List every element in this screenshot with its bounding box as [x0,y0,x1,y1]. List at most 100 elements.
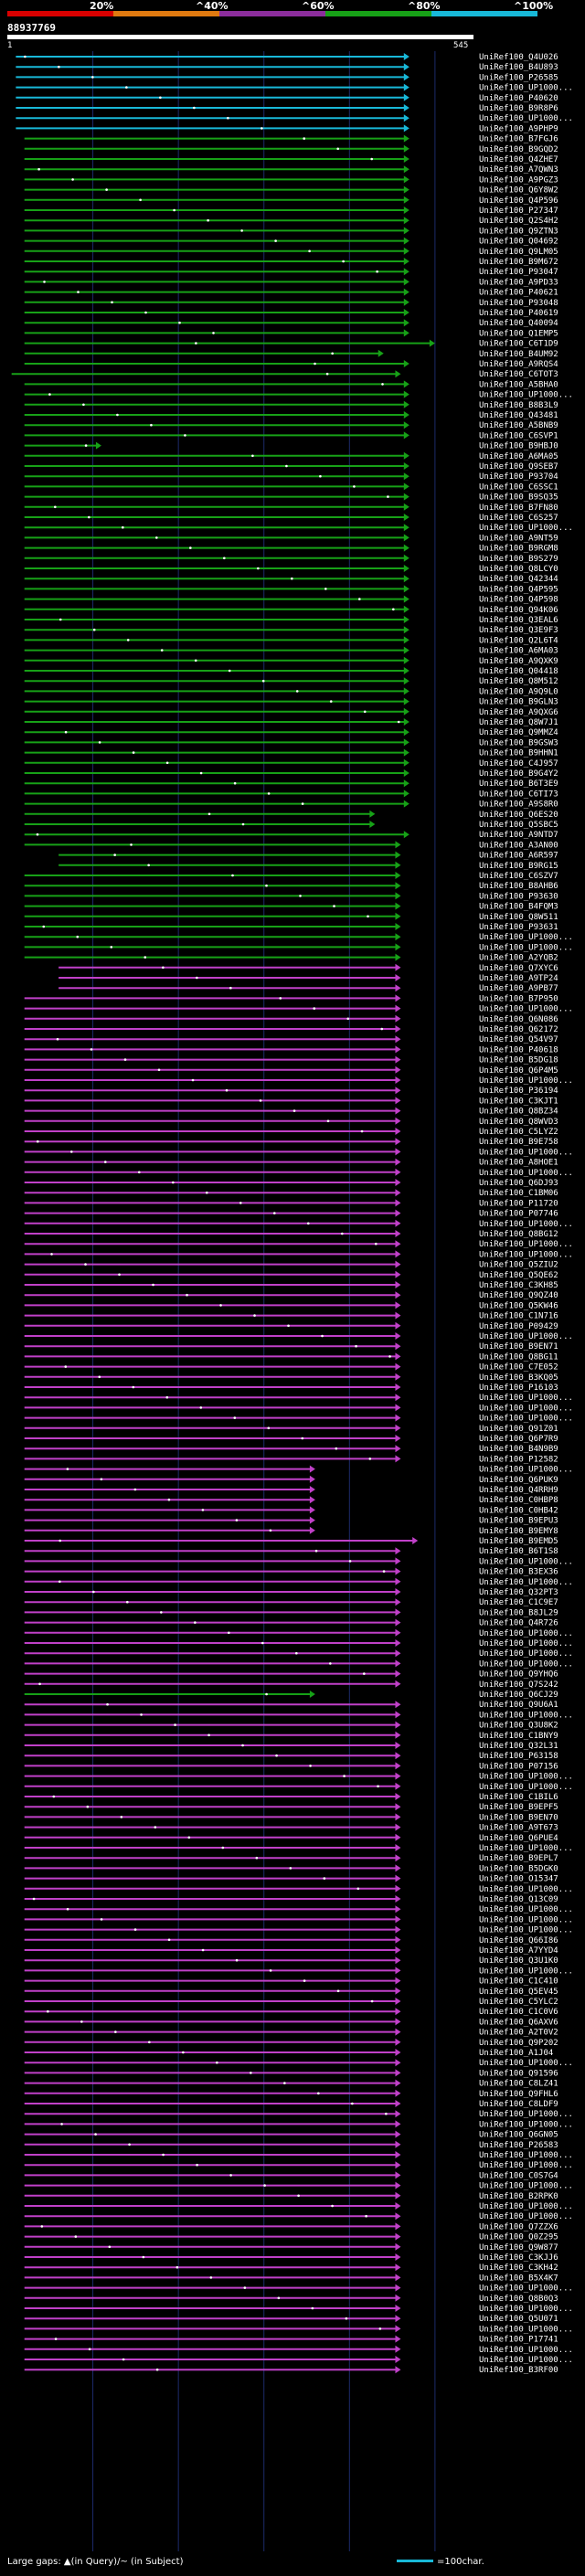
hit-row[interactable]: UniRef100_P40620 [16,93,558,103]
hit-row[interactable]: UniRef100_UP1000... [24,1915,573,1924]
hit-row[interactable]: UniRef100_UP1000... [24,1219,573,1229]
hit-row[interactable]: UniRef100_P07746 [24,1209,558,1219]
hit-row[interactable]: UniRef100_UP1000... [24,2212,573,2221]
hit-label[interactable]: UniRef100_UP1000... [479,1466,573,1475]
hit-label[interactable]: UniRef100_UP1000... [479,2182,573,2191]
hit-row[interactable]: UniRef100_Q91Z01 [24,1424,558,1434]
hit-row[interactable]: UniRef100_Q8WVD3 [24,1117,558,1127]
hit-label[interactable]: UniRef100_UP1000... [479,1169,573,1178]
hit-row[interactable]: UniRef100_Q6DJ93 [24,1179,558,1188]
hit-row[interactable]: UniRef100_UP1000... [24,1332,573,1341]
hit-label[interactable]: UniRef100_C8LZ41 [479,2080,558,2089]
hit-row[interactable]: UniRef100_Q91596 [24,2069,558,2078]
hit-label[interactable]: UniRef100_Q32L31 [479,1742,558,1751]
hit-row[interactable]: UniRef100_B8AHB6 [24,882,558,891]
hit-label[interactable]: UniRef100_Q6GN05 [479,2131,558,2140]
hit-label[interactable]: UniRef100_C3KH42 [479,2263,558,2273]
hit-label[interactable]: UniRef100_Q4RRH9 [479,1486,558,1495]
hit-row[interactable]: UniRef100_A9NT59 [24,534,558,543]
hit-row[interactable]: UniRef100_Q6PUK9 [24,1475,558,1485]
hit-label[interactable]: UniRef100_UP1000... [479,1659,573,1669]
hit-label[interactable]: UniRef100_Q7ZZX6 [479,2222,558,2231]
hit-row[interactable]: UniRef100_Q3U1K0 [24,1956,558,1966]
hit-row[interactable]: UniRef100_A7QWN3 [24,165,558,175]
hit-label[interactable]: UniRef100_UP1000... [479,1076,573,1086]
hit-label[interactable]: UniRef100_UP1000... [479,2284,573,2294]
hit-row[interactable]: UniRef100_Q6Y8W2 [24,186,558,196]
hit-label[interactable]: UniRef100_A9TP24 [479,974,558,983]
hit-label[interactable]: UniRef100_Q5KW46 [479,1301,558,1310]
hit-row[interactable]: UniRef100_B9RG15 [58,861,558,871]
hit-row[interactable]: UniRef100_Q6ES20 [24,810,558,820]
hit-label[interactable]: UniRef100_UP1000... [479,2346,573,2355]
hit-label[interactable]: UniRef100_A9T673 [479,1824,558,1833]
hit-row[interactable]: UniRef100_B9S279 [24,554,558,564]
hit-row[interactable]: UniRef100_A6R597 [58,851,558,861]
hit-row[interactable]: UniRef100_UP1000... [24,1004,573,1014]
hit-label[interactable]: UniRef100_A5BNB9 [479,421,558,430]
hit-row[interactable]: UniRef100_A9NTD7 [24,831,558,840]
hit-label[interactable]: UniRef100_P26583 [479,2141,558,2150]
hit-label[interactable]: UniRef100_P12582 [479,1455,558,1464]
hit-label[interactable]: UniRef100_A9Q9L0 [479,687,558,696]
hit-row[interactable]: UniRef100_P26585 [16,73,558,82]
hit-label[interactable]: UniRef100_A2T0V2 [479,2029,558,2038]
hit-row[interactable]: UniRef100_UP1000... [24,2181,573,2191]
hit-label[interactable]: UniRef100_Q8M512 [479,677,558,686]
hit-row[interactable]: UniRef100_UP1000... [24,1168,573,1178]
hit-row[interactable]: UniRef100_UP1000... [24,2345,573,2355]
hit-label[interactable]: UniRef100_Q2S4H2 [479,217,558,226]
hit-label[interactable]: UniRef100_B6T3E9 [479,779,558,789]
hit-row[interactable]: UniRef100_C8LDF9 [24,2100,558,2109]
hit-label[interactable]: UniRef100_Q3U8K2 [479,1722,558,1731]
hit-row[interactable]: UniRef100_Q43481 [24,411,558,420]
hit-label[interactable]: UniRef100_A9PD33 [479,278,558,287]
hit-label[interactable]: UniRef100_B9GSW3 [479,738,558,747]
hit-label[interactable]: UniRef100_P63158 [479,1752,558,1761]
hit-label[interactable]: UniRef100_UP1000... [479,1240,573,1249]
hit-label[interactable]: UniRef100_A6MA03 [479,647,558,656]
hit-row[interactable]: UniRef100_Q66I86 [24,1935,558,1945]
hit-row[interactable]: UniRef100_UP1000... [24,1404,573,1413]
hit-label[interactable]: UniRef100_UP1000... [479,1649,573,1659]
hit-label[interactable]: UniRef100_Q91Z01 [479,1425,558,1434]
hit-row[interactable]: UniRef100_A9PD33 [24,278,558,287]
hit-row[interactable]: UniRef100_P40619 [24,309,558,318]
hit-row[interactable]: UniRef100_UP1000... [24,1414,573,1424]
hit-label[interactable]: UniRef100_C6T1D9 [479,340,558,349]
hit-row[interactable]: UniRef100_UP1000... [24,1148,573,1157]
hit-label[interactable]: UniRef100_B9RGM8 [479,545,558,554]
hit-label[interactable]: UniRef100_Q62172 [479,1025,558,1034]
hit-row[interactable]: UniRef100_UP1000... [24,1844,573,1853]
hit-row[interactable]: UniRef100_Q3U8K2 [24,1721,558,1731]
hit-label[interactable]: UniRef100_UP1000... [479,933,573,942]
hit-row[interactable]: UniRef100_UP1000... [24,1394,573,1403]
hit-label[interactable]: UniRef100_Q8BG11 [479,1352,558,1362]
hit-row[interactable]: UniRef100_A3AN00 [24,841,558,850]
hit-label[interactable]: UniRef100_C6SVP1 [479,431,558,440]
hit-row[interactable]: UniRef100_UP1000... [16,83,573,93]
hit-label[interactable]: UniRef100_B9EN71 [479,1342,558,1352]
hit-row[interactable]: UniRef100_Q8LCY0 [24,565,558,574]
hit-row[interactable]: UniRef100_Q1EMP5 [24,329,558,338]
hit-row[interactable]: UniRef100_Q4R726 [24,1618,558,1628]
hit-label[interactable]: UniRef100_B5DGK0 [479,1864,558,1873]
hit-label[interactable]: UniRef100_Q3U1K0 [479,1956,558,1966]
hit-row[interactable]: UniRef100_A6MA05 [24,451,558,461]
hit-label[interactable]: UniRef100_UP1000... [479,524,573,533]
hit-label[interactable]: UniRef100_Q7XYC6 [479,964,558,973]
hit-row[interactable]: UniRef100_Q9U6A1 [24,1701,558,1710]
hit-row[interactable]: UniRef100_B3KQ05 [24,1373,558,1383]
hit-row[interactable]: UniRef100_Q3EAL6 [24,616,558,625]
hit-label[interactable]: UniRef100_P93631 [479,923,558,932]
hit-label[interactable]: UniRef100_UP1000... [479,2212,573,2221]
hit-label[interactable]: UniRef100_C7E052 [479,1363,558,1373]
hit-label[interactable]: UniRef100_Q40094 [479,319,558,328]
hit-row[interactable]: UniRef100_B8B3L9 [24,400,558,410]
hit-label[interactable]: UniRef100_C6TI73 [479,790,558,799]
hit-row[interactable]: UniRef100_UP1000... [24,943,573,952]
hit-row[interactable]: UniRef100_B5X4K7 [24,2274,558,2283]
hit-label[interactable]: UniRef100_C6TOT3 [479,370,558,379]
hit-label[interactable]: UniRef100_P40620 [479,94,558,103]
hit-label[interactable]: UniRef100_UP1000... [479,943,573,952]
